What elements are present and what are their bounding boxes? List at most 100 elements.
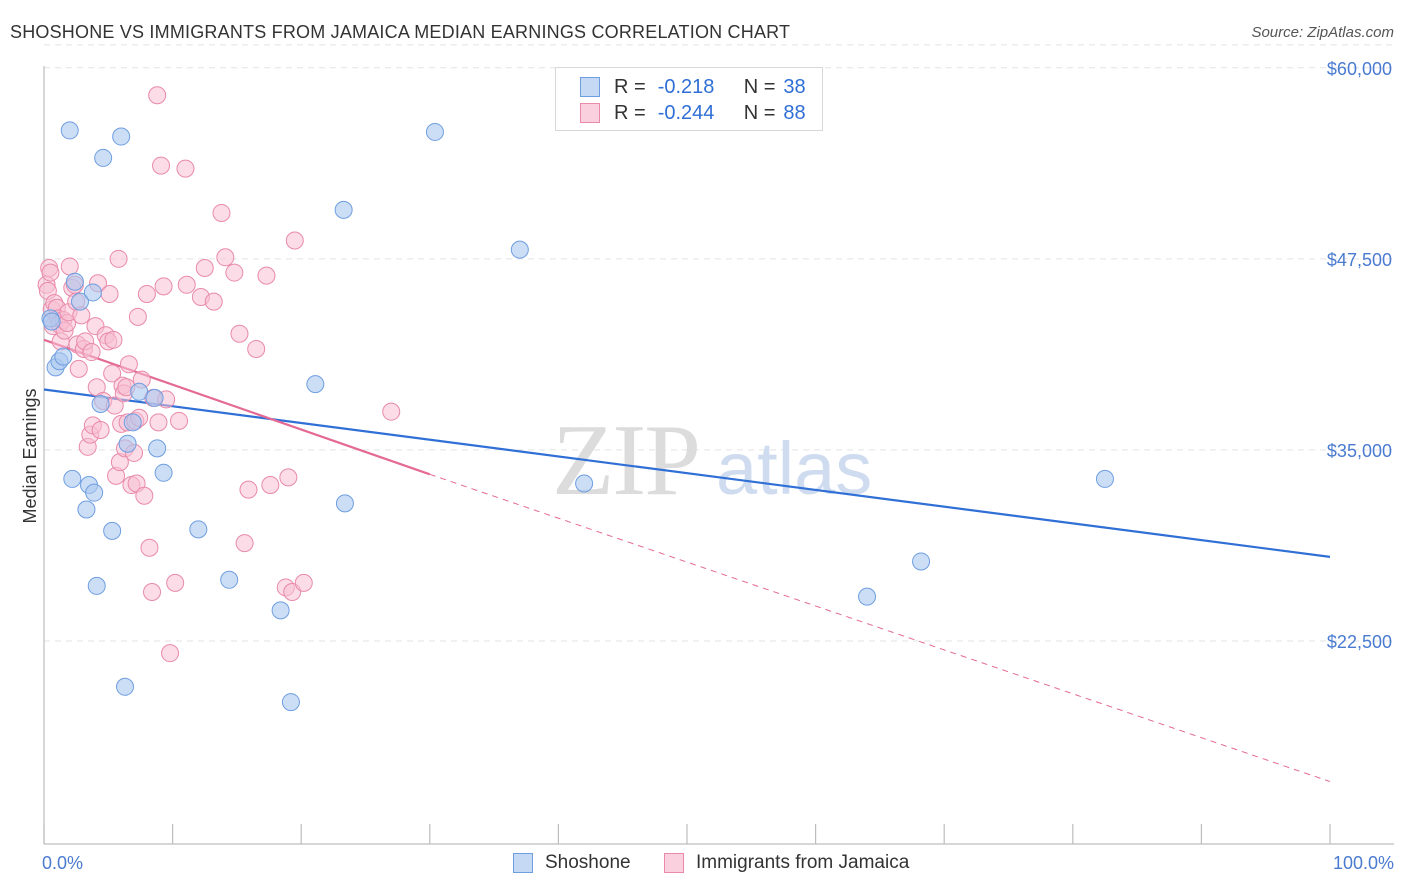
- point-immigrants-from-jamaica: [137, 284, 156, 303]
- point-immigrants-from-jamaica: [225, 263, 244, 282]
- point-shoshone: [103, 521, 122, 540]
- point-shoshone: [858, 587, 877, 606]
- legend-r-value: -0.244: [657, 101, 715, 124]
- point-immigrants-from-jamaica: [82, 343, 101, 362]
- chart-title: SHOSHONE VS IMMIGRANTS FROM JAMAICA MEDI…: [10, 22, 791, 42]
- point-shoshone: [112, 127, 131, 146]
- series-shoshone: [41, 121, 1114, 712]
- point-shoshone: [271, 601, 290, 620]
- point-shoshone: [42, 312, 61, 331]
- point-immigrants-from-jamaica: [212, 203, 231, 222]
- series-immigrants-from-jamaica: [37, 86, 401, 663]
- legend-n-value: 38: [783, 75, 806, 98]
- point-shoshone: [145, 388, 164, 407]
- point-shoshone: [65, 272, 84, 291]
- legend-item-shoshone: Shoshone: [513, 852, 631, 874]
- point-immigrants-from-jamaica: [149, 413, 168, 432]
- point-shoshone: [510, 240, 529, 259]
- point-immigrants-from-jamaica: [177, 275, 196, 294]
- point-shoshone: [87, 576, 106, 595]
- point-shoshone: [85, 483, 104, 502]
- point-shoshone: [148, 439, 167, 458]
- point-shoshone: [118, 434, 137, 453]
- trend-lines: [43, 338, 1331, 783]
- point-shoshone: [306, 375, 325, 394]
- legend-row-shoshone: R = -0.218 N = 38: [580, 76, 806, 98]
- point-immigrants-from-jamaica: [216, 248, 235, 267]
- legend-swatch-pink: [664, 853, 684, 873]
- point-shoshone: [60, 121, 79, 140]
- point-immigrants-from-jamaica: [100, 284, 119, 303]
- watermark-atlas: atlas: [716, 427, 872, 510]
- point-shoshone: [281, 693, 300, 712]
- point-immigrants-from-jamaica: [257, 266, 276, 285]
- trend-line-jamaica-extension: [429, 473, 1331, 783]
- point-shoshone: [575, 474, 594, 493]
- y-tick-label: $35,000: [1327, 441, 1392, 461]
- point-immigrants-from-jamaica: [148, 86, 167, 105]
- point-shoshone: [425, 122, 444, 141]
- point-immigrants-from-jamaica: [109, 249, 128, 268]
- point-immigrants-from-jamaica: [176, 159, 195, 178]
- point-immigrants-from-jamaica: [103, 364, 122, 383]
- point-shoshone: [335, 494, 354, 513]
- point-shoshone: [220, 570, 239, 589]
- point-immigrants-from-jamaica: [230, 324, 249, 343]
- legend-swatch-pink: [580, 103, 600, 123]
- y-tick-label: $60,000: [1327, 59, 1392, 79]
- point-immigrants-from-jamaica: [152, 156, 171, 175]
- point-immigrants-from-jamaica: [261, 476, 280, 495]
- y-axis-label: Median Earnings: [20, 388, 40, 523]
- legend-r-value: -0.218: [657, 75, 715, 98]
- point-immigrants-from-jamaica: [143, 583, 162, 602]
- legend-n-label: N =: [743, 101, 776, 124]
- legend-label-shoshone: Shoshone: [545, 852, 631, 873]
- point-shoshone: [130, 382, 149, 401]
- legend-r-label: R =: [614, 101, 646, 124]
- x-tick-label: 100.0%: [1333, 853, 1394, 873]
- point-shoshone: [83, 283, 102, 302]
- point-shoshone: [116, 677, 135, 696]
- point-immigrants-from-jamaica: [285, 231, 304, 250]
- source-label: Source: ZipAtlas.com: [1251, 24, 1394, 41]
- legend-n-label: N =: [743, 75, 776, 98]
- legend-swatch-blue: [580, 77, 600, 97]
- point-immigrants-from-jamaica: [140, 538, 159, 557]
- point-shoshone: [912, 552, 931, 571]
- correlation-legend: R = -0.218 N = 38 R = -0.244 N = 88: [555, 67, 823, 131]
- legend-row-jamaica: R = -0.244 N = 88: [580, 102, 806, 124]
- point-immigrants-from-jamaica: [247, 339, 266, 358]
- point-shoshone: [77, 500, 96, 519]
- point-shoshone: [91, 395, 110, 414]
- point-shoshone: [63, 469, 82, 488]
- series-legend: Shoshone Immigrants from Jamaica: [0, 852, 1406, 876]
- point-immigrants-from-jamaica: [279, 468, 298, 487]
- point-immigrants-from-jamaica: [60, 257, 79, 276]
- point-immigrants-from-jamaica: [154, 277, 173, 296]
- point-immigrants-from-jamaica: [128, 307, 147, 326]
- y-tick-label: $22,500: [1327, 632, 1392, 652]
- point-shoshone: [334, 200, 353, 219]
- point-immigrants-from-jamaica: [166, 573, 185, 592]
- point-shoshone: [1095, 469, 1114, 488]
- point-shoshone: [123, 413, 142, 432]
- point-shoshone: [71, 292, 90, 311]
- point-immigrants-from-jamaica: [195, 258, 214, 277]
- point-immigrants-from-jamaica: [170, 411, 189, 430]
- x-tick-label: 0.0%: [42, 853, 83, 873]
- point-immigrants-from-jamaica: [204, 292, 223, 311]
- point-shoshone: [154, 463, 173, 482]
- point-immigrants-from-jamaica: [235, 534, 254, 553]
- point-immigrants-from-jamaica: [91, 421, 110, 440]
- tick-labels: $22,500 $35,000 $47,500 $60,000 0.0% 100.0%: [42, 59, 1394, 873]
- legend-n-value: 88: [783, 101, 806, 124]
- gridlines: [44, 44, 1394, 642]
- point-immigrants-from-jamaica: [104, 330, 123, 349]
- point-immigrants-from-jamaica: [119, 355, 138, 374]
- legend-label-jamaica: Immigrants from Jamaica: [696, 852, 910, 873]
- point-immigrants-from-jamaica: [382, 402, 401, 421]
- point-immigrants-from-jamaica: [41, 263, 60, 282]
- point-shoshone: [94, 148, 113, 167]
- point-immigrants-from-jamaica: [294, 573, 313, 592]
